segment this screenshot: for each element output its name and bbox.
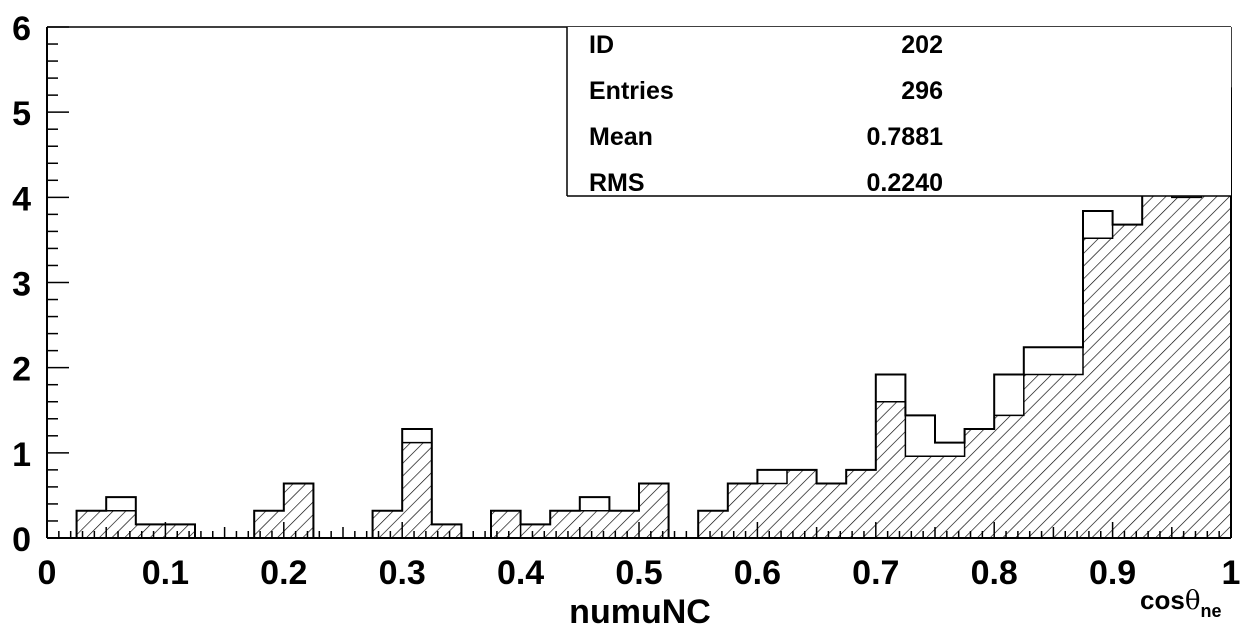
y-tick-label: 3 (12, 266, 31, 304)
hatched-bin (727, 483, 758, 538)
stats-value: 0.7881 (867, 123, 944, 151)
y-tick-label: 2 (12, 351, 31, 389)
hatched-bin (1053, 374, 1083, 538)
x-tick-label: 0.8 (971, 554, 1018, 592)
y-tick-label: 1 (12, 436, 31, 474)
hatched-bin (875, 401, 906, 538)
hatched-bin (431, 524, 462, 538)
x-axis-secondary-label: cosθne (1140, 585, 1221, 621)
y-tick-label: 5 (12, 95, 31, 133)
x-tick-label: 0.9 (1089, 554, 1136, 592)
x-tick-label: 0.4 (497, 554, 544, 592)
stats-label: ID (589, 31, 614, 59)
stats-label: Entries (589, 77, 674, 105)
hatched-bin (550, 510, 580, 538)
hatched-bin (402, 442, 432, 538)
hatched-bin (1023, 374, 1054, 538)
hatched-bin (846, 469, 876, 538)
hatched-bin (165, 524, 195, 538)
hatched-bin (520, 524, 551, 538)
x-axis-title: numuNC (569, 593, 711, 631)
hatched-bin (787, 469, 817, 538)
hatched-bin (698, 510, 728, 538)
hatched-bin (106, 510, 136, 538)
hatched-bin (1083, 238, 1113, 539)
hatched-bin (579, 510, 610, 538)
stats-value: 296 (901, 77, 943, 105)
hatched-bin (1201, 142, 1231, 538)
y-tick-label: 4 (12, 180, 31, 218)
hatched-bin (816, 483, 847, 538)
hatched-bin (609, 510, 639, 538)
stats-label: RMS (589, 169, 645, 197)
x-tick-label: 0.5 (615, 554, 662, 592)
x-label-subscript: ne (1200, 601, 1221, 621)
hatched-bin (76, 510, 107, 538)
axes: 0 0.1 0.2 0.3 0.4 0.5 0.6 0.7 0.8 0.9 1 0 1 2 3 4 5 6 (12, 10, 1240, 592)
hatched-bin (935, 456, 965, 538)
x-label-theta: θ (1185, 586, 1201, 616)
stats-value: 0.2240 (867, 169, 943, 197)
hatched-bin (283, 483, 314, 538)
stats-label: Mean (589, 123, 653, 151)
stats-box: ID 202 Entries 296 Mean 0.7881 RMS 0.2240 (566, 27, 1231, 197)
hatched-bin (372, 510, 403, 538)
y-tick-label: 0 (12, 521, 31, 559)
total-series-outline (75, 73, 1232, 538)
x-tick-label: 0.3 (379, 554, 426, 592)
hatched-bin (757, 483, 787, 538)
x-tick-label: 0.1 (142, 554, 189, 592)
x-tick-label: 0.6 (734, 554, 781, 592)
x-label-cos: cos (1140, 585, 1185, 615)
x-tick-label: 0.7 (852, 554, 899, 592)
x-tick-label: 0 (38, 554, 57, 592)
y-tick-label: 6 (12, 10, 31, 48)
plot-area (75, 73, 1232, 539)
hatched-bin (491, 510, 521, 538)
hatched-bin (994, 415, 1024, 538)
x-tick-label: 0.2 (260, 554, 307, 592)
x-tick-label: 1 (1222, 554, 1241, 592)
hatched-bin (1171, 197, 1202, 539)
stats-value: 202 (901, 31, 943, 59)
hatched-bin (254, 510, 284, 538)
hatched-bin (905, 456, 935, 538)
hatched-bin (964, 428, 995, 538)
hatched-bin (1112, 224, 1143, 538)
stats-box-background (567, 27, 1231, 196)
hatched-bin (135, 524, 166, 538)
hatched-bin (639, 483, 669, 538)
hatched-bin (1142, 156, 1172, 538)
